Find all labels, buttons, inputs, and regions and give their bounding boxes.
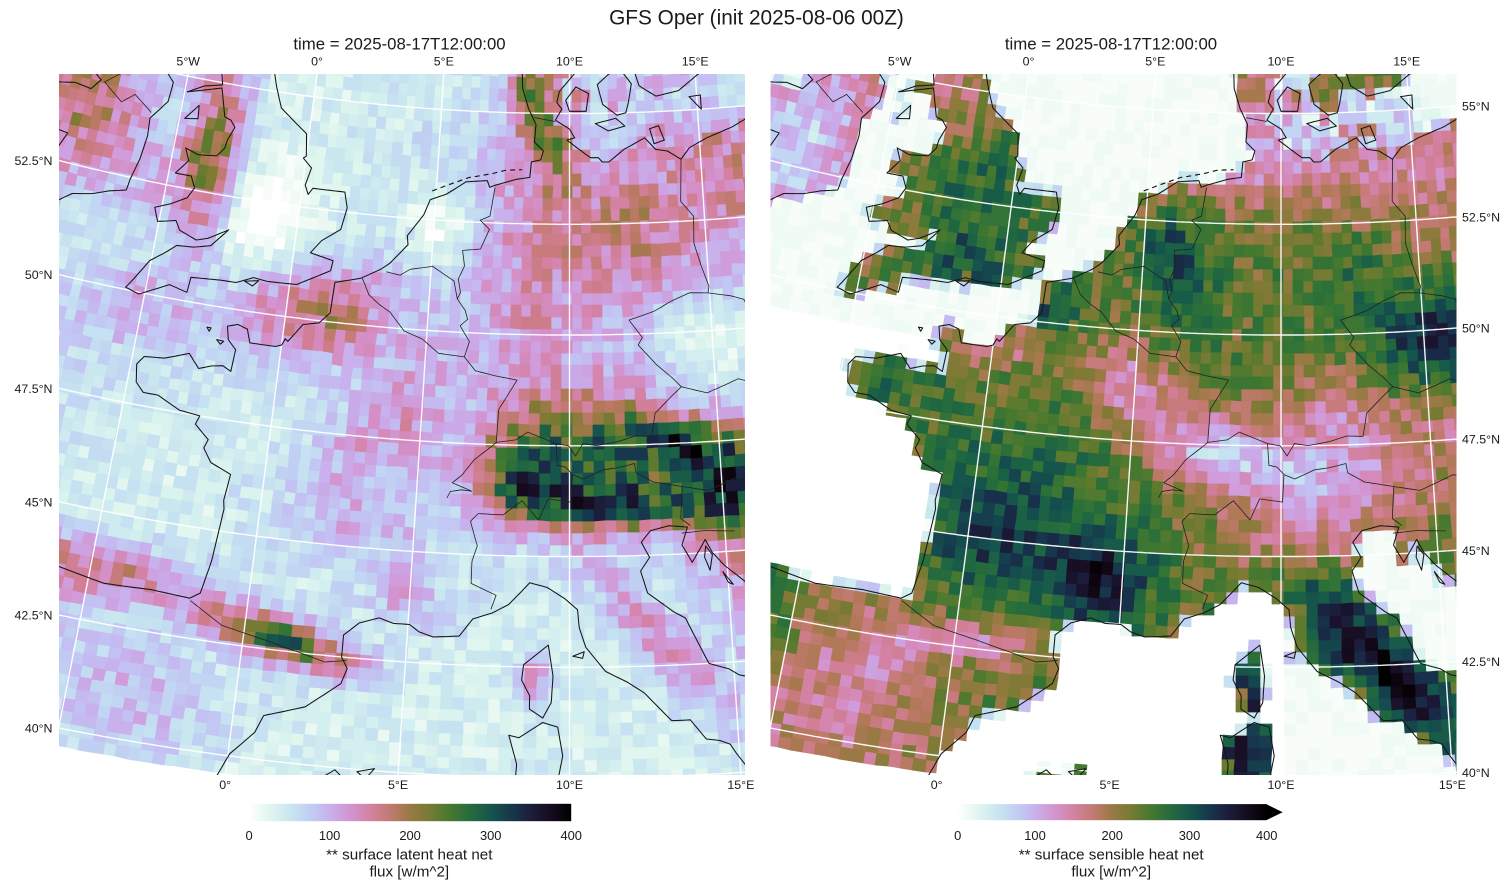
svg-text:400: 400: [560, 828, 582, 843]
svg-text:** surface latent heat net: ** surface latent heat net: [326, 847, 493, 864]
svg-text:5°E: 5°E: [434, 55, 454, 69]
svg-text:15°E: 15°E: [682, 55, 709, 69]
svg-text:15°E: 15°E: [1439, 778, 1466, 792]
svg-text:5°W: 5°W: [176, 55, 200, 69]
svg-text:0°: 0°: [311, 55, 323, 69]
svg-text:200: 200: [399, 828, 421, 843]
svg-text:5°E: 5°E: [1100, 778, 1120, 792]
svg-text:0: 0: [954, 828, 961, 843]
svg-text:10°E: 10°E: [556, 778, 583, 792]
svg-text:40°N: 40°N: [25, 722, 53, 736]
svg-text:52.5°N: 52.5°N: [14, 154, 52, 168]
svg-text:45°N: 45°N: [25, 495, 53, 509]
svg-text:15°E: 15°E: [727, 778, 754, 792]
svg-text:time = 2025-08-17T12:00:00: time = 2025-08-17T12:00:00: [293, 35, 505, 54]
svg-text:50°N: 50°N: [25, 268, 53, 282]
svg-text:100: 100: [1024, 828, 1046, 843]
svg-text:10°E: 10°E: [556, 55, 583, 69]
svg-text:47.5°N: 47.5°N: [1462, 433, 1500, 447]
svg-text:50°N: 50°N: [1462, 322, 1490, 336]
svg-text:time = 2025-08-17T12:00:00: time = 2025-08-17T12:00:00: [1005, 35, 1217, 54]
svg-text:0: 0: [246, 828, 253, 843]
svg-text:0°: 0°: [1023, 55, 1035, 69]
svg-text:0°: 0°: [219, 778, 231, 792]
svg-text:47.5°N: 47.5°N: [14, 382, 52, 396]
svg-text:42.5°N: 42.5°N: [14, 609, 52, 623]
svg-text:5°E: 5°E: [388, 778, 408, 792]
svg-text:10°E: 10°E: [1267, 778, 1294, 792]
svg-text:** surface sensible heat net: ** surface sensible heat net: [1019, 847, 1205, 864]
svg-text:15°E: 15°E: [1393, 55, 1420, 69]
svg-text:55°N: 55°N: [1462, 99, 1490, 113]
svg-text:100: 100: [319, 828, 341, 843]
svg-text:10°E: 10°E: [1267, 55, 1294, 69]
svg-text:300: 300: [480, 828, 502, 843]
svg-text:GFS Oper (init 2025-08-06 00Z): GFS Oper (init 2025-08-06 00Z): [609, 7, 904, 30]
svg-text:45°N: 45°N: [1462, 544, 1490, 558]
svg-text:flux [w/m^2]: flux [w/m^2]: [369, 863, 449, 880]
svg-text:200: 200: [1101, 828, 1123, 843]
svg-text:400: 400: [1256, 828, 1278, 843]
svg-text:flux [w/m^2]: flux [w/m^2]: [1071, 863, 1151, 880]
svg-text:5°W: 5°W: [888, 55, 912, 69]
svg-text:52.5°N: 52.5°N: [1462, 211, 1500, 225]
svg-text:40°N: 40°N: [1462, 766, 1490, 780]
svg-text:0°: 0°: [931, 778, 943, 792]
svg-text:42.5°N: 42.5°N: [1462, 655, 1500, 669]
svg-text:300: 300: [1179, 828, 1201, 843]
svg-text:5°E: 5°E: [1145, 55, 1165, 69]
